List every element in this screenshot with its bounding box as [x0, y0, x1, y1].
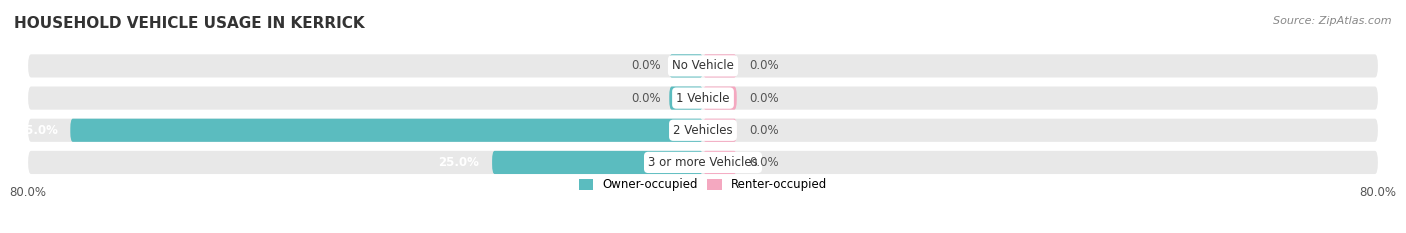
- FancyBboxPatch shape: [492, 151, 703, 174]
- FancyBboxPatch shape: [28, 86, 1378, 110]
- Text: 25.0%: 25.0%: [439, 156, 479, 169]
- Text: 0.0%: 0.0%: [749, 124, 779, 137]
- Text: 0.0%: 0.0%: [749, 92, 779, 105]
- Text: 75.0%: 75.0%: [17, 124, 58, 137]
- FancyBboxPatch shape: [28, 151, 1378, 174]
- Text: 3 or more Vehicles: 3 or more Vehicles: [648, 156, 758, 169]
- FancyBboxPatch shape: [70, 119, 703, 142]
- FancyBboxPatch shape: [703, 54, 737, 78]
- FancyBboxPatch shape: [28, 54, 1378, 78]
- Text: 0.0%: 0.0%: [749, 156, 779, 169]
- Text: 1 Vehicle: 1 Vehicle: [676, 92, 730, 105]
- FancyBboxPatch shape: [703, 119, 737, 142]
- Text: No Vehicle: No Vehicle: [672, 59, 734, 72]
- Legend: Owner-occupied, Renter-occupied: Owner-occupied, Renter-occupied: [574, 174, 832, 196]
- FancyBboxPatch shape: [669, 54, 703, 78]
- Text: 2 Vehicles: 2 Vehicles: [673, 124, 733, 137]
- FancyBboxPatch shape: [28, 119, 1378, 142]
- Text: 0.0%: 0.0%: [749, 59, 779, 72]
- Text: 0.0%: 0.0%: [631, 59, 661, 72]
- Text: HOUSEHOLD VEHICLE USAGE IN KERRICK: HOUSEHOLD VEHICLE USAGE IN KERRICK: [14, 16, 364, 31]
- FancyBboxPatch shape: [703, 86, 737, 110]
- FancyBboxPatch shape: [669, 86, 703, 110]
- Text: 0.0%: 0.0%: [631, 92, 661, 105]
- FancyBboxPatch shape: [703, 151, 737, 174]
- Text: Source: ZipAtlas.com: Source: ZipAtlas.com: [1274, 16, 1392, 26]
